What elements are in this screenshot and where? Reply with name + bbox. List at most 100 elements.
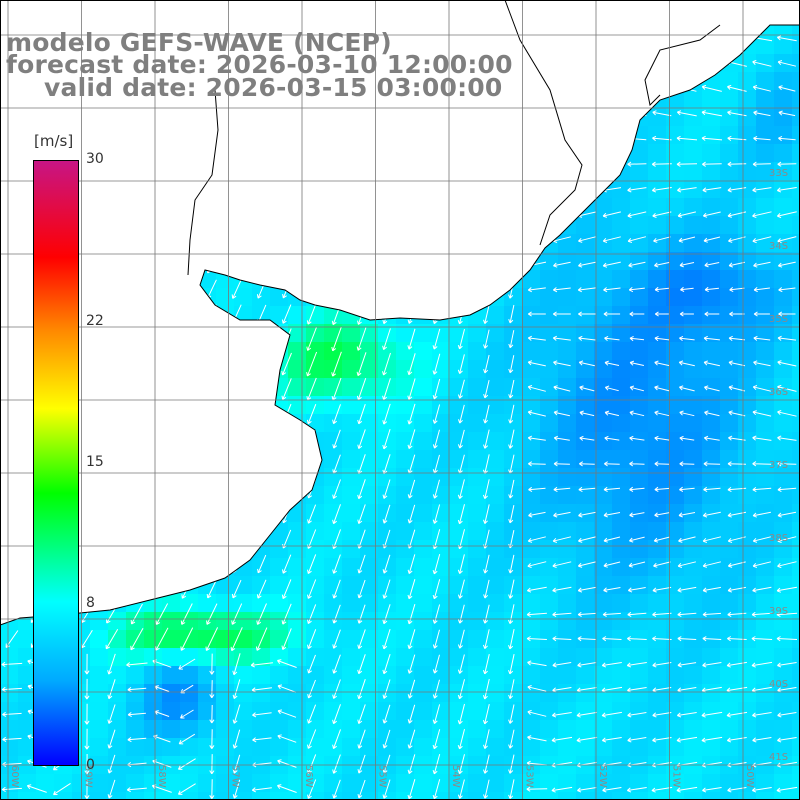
speed-cell — [414, 504, 433, 523]
speed-cell — [180, 684, 199, 703]
speed-cell — [378, 414, 397, 433]
speed-cell — [738, 126, 757, 145]
wind-arrow — [577, 787, 597, 793]
wind-arrow — [156, 404, 168, 424]
speed-cell — [234, 576, 253, 595]
speed-cell — [216, 198, 235, 217]
wind-arrow — [156, 305, 167, 323]
wind-arrow — [578, 335, 596, 341]
wind-arrow — [357, 229, 366, 249]
speed-cell — [792, 576, 800, 595]
speed-cell — [792, 666, 800, 685]
speed-cell — [756, 540, 775, 559]
speed-cell — [648, 324, 667, 343]
speed-cell — [540, 378, 559, 397]
speed-cell — [126, 540, 145, 559]
speed-cell — [630, 684, 649, 703]
speed-cell — [648, 108, 667, 127]
speed-cell — [648, 0, 667, 19]
wind-arrow — [527, 660, 547, 667]
wind-arrow — [282, 5, 291, 24]
speed-cell — [558, 342, 577, 361]
wind-arrow — [528, 486, 546, 493]
speed-cell — [180, 612, 199, 631]
wind-arrow — [332, 279, 341, 300]
wind-arrow — [156, 280, 167, 298]
speed-cell — [576, 720, 595, 739]
speed-cell — [306, 360, 325, 379]
speed-cell — [468, 216, 487, 235]
wind-arrow — [629, 435, 645, 441]
speed-cell — [486, 126, 505, 145]
speed-cell — [216, 666, 235, 685]
speed-cell — [468, 378, 487, 397]
speed-cell — [612, 108, 631, 127]
speed-cell — [90, 648, 109, 667]
speed-cell — [306, 180, 325, 199]
speed-cell — [522, 360, 541, 379]
wind-arrow — [508, 729, 515, 749]
speed-cell — [702, 198, 721, 217]
wind-arrow — [629, 512, 645, 518]
wind-arrow — [81, 530, 93, 549]
speed-cell — [252, 180, 271, 199]
wind-arrow — [482, 629, 490, 650]
wind-arrow — [107, 729, 116, 749]
speed-cell — [360, 720, 379, 739]
wind-arrow — [106, 279, 118, 299]
wind-arrow — [57, 6, 68, 22]
wind-arrow — [629, 385, 645, 392]
speed-cell — [702, 342, 721, 361]
speed-cell — [450, 396, 469, 415]
speed-cell — [666, 522, 685, 541]
speed-cell — [648, 25, 667, 37]
speed-cell — [540, 522, 559, 541]
speed-cell — [684, 414, 703, 433]
speed-cell — [774, 540, 793, 559]
speed-cell — [612, 666, 631, 685]
speed-cell — [450, 684, 469, 703]
speed-cell — [126, 198, 145, 217]
speed-cell — [684, 468, 703, 487]
speed-cell — [504, 360, 523, 379]
speed-cell — [360, 414, 379, 433]
wind-arrow — [231, 254, 242, 274]
speed-cell — [414, 468, 433, 487]
speed-cell — [180, 738, 199, 757]
speed-cell — [378, 234, 397, 253]
speed-cell — [432, 324, 451, 343]
speed-cell — [756, 738, 775, 757]
speed-cell — [18, 792, 37, 800]
lon-label-53W: 53W — [524, 765, 535, 788]
speed-cell — [180, 558, 199, 577]
speed-cell — [450, 702, 469, 721]
speed-cell — [648, 126, 667, 145]
speed-cell — [342, 198, 361, 217]
speed-cell — [270, 612, 289, 631]
wind-arrow — [382, 129, 391, 149]
wind-arrow — [106, 380, 118, 398]
speed-cell — [252, 234, 271, 253]
speed-cell — [360, 540, 379, 559]
speed-cell — [198, 432, 217, 451]
speed-cell — [126, 144, 145, 163]
speed-cell — [432, 738, 451, 757]
wind-arrow — [778, 85, 796, 92]
speed-cell — [126, 414, 145, 433]
wind-arrow — [602, 135, 622, 141]
speed-cell — [432, 288, 451, 307]
speed-cell — [756, 576, 775, 595]
wind-arrow — [652, 712, 672, 718]
speed-cell — [774, 144, 793, 163]
wind-arrow — [527, 335, 546, 341]
speed-cell — [756, 360, 775, 379]
speed-cell — [324, 0, 343, 19]
speed-cell — [414, 414, 433, 433]
wind-arrow — [702, 59, 722, 67]
speed-cell — [180, 0, 199, 19]
speed-cell — [558, 666, 577, 685]
speed-cell — [738, 25, 757, 37]
speed-cell — [486, 792, 505, 800]
speed-cell — [648, 522, 667, 541]
speed-cell — [162, 252, 181, 271]
